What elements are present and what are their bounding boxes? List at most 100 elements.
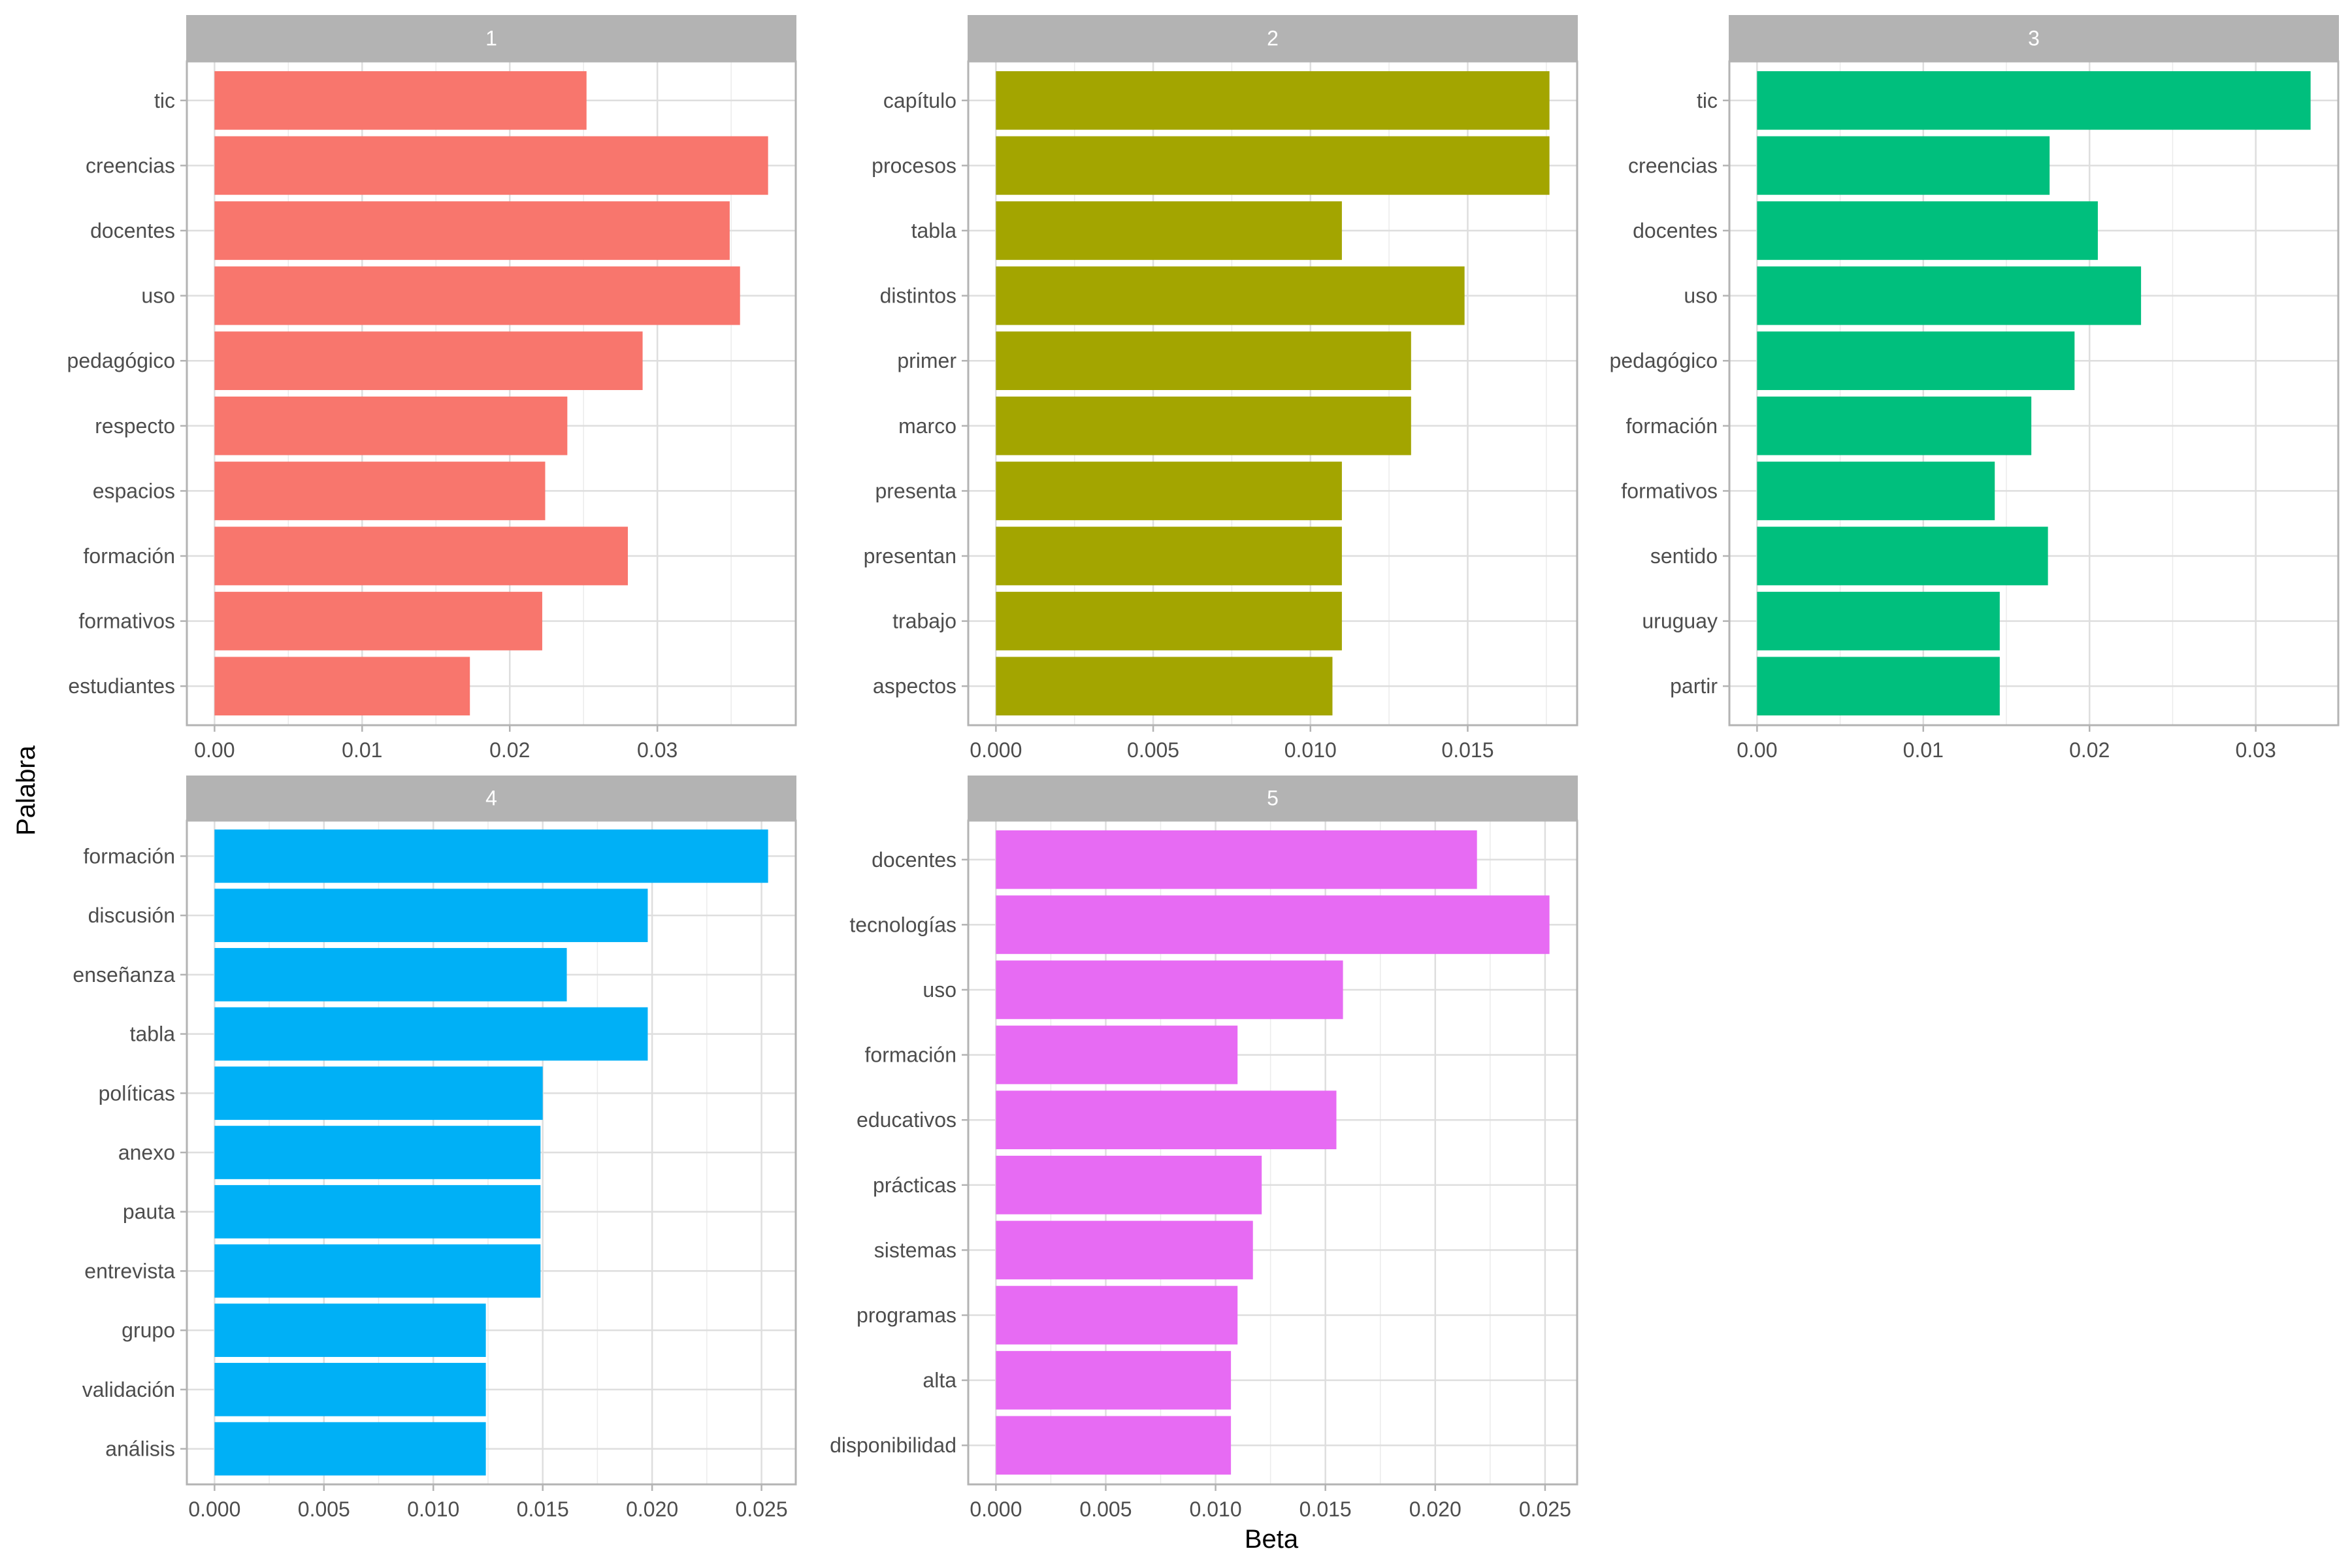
x-tick-label: 0.015 [1441, 738, 1494, 762]
y-tick-label: presenta [875, 479, 956, 502]
facet-strip-label: 5 [1267, 787, 1279, 810]
bar-1-tic [214, 71, 587, 130]
y-tick-label: prácticas [873, 1173, 956, 1197]
y-tick-label: creencias [86, 154, 175, 177]
y-tick-label: pedagógico [1610, 349, 1718, 372]
bar-5-docentes [996, 830, 1477, 889]
y-tick-label: sentido [1650, 544, 1718, 568]
bar-2-aspectos [996, 657, 1333, 716]
bar-5-sistemas [996, 1220, 1253, 1280]
y-tick-label: formación [84, 844, 176, 868]
y-tick-label: educativos [857, 1108, 956, 1132]
x-tick-label: 0.025 [736, 1497, 788, 1521]
y-tick-label: aspectos [873, 674, 956, 698]
y-tick-label: partir [1670, 674, 1718, 698]
y-tick-label: grupo [122, 1318, 175, 1342]
panels: 1 tic creencias docentes uso pedagógico respec… [67, 15, 2340, 1521]
y-tick-label: procesos [872, 154, 956, 177]
x-tick-label: 0.005 [1127, 738, 1179, 762]
bar-2-trabajo [996, 591, 1342, 651]
bar-4-grupo [214, 1303, 486, 1357]
bar-1-uso [214, 266, 740, 325]
facet-strip-label: 3 [2028, 27, 2040, 50]
bar-3-formación [1757, 396, 2032, 455]
y-tick-label: respecto [95, 414, 175, 438]
y-tick-label: capítulo [883, 89, 956, 112]
facet-strip [186, 15, 796, 61]
bar-1-pedagógico [214, 331, 643, 391]
x-tick-label: 0.005 [298, 1497, 350, 1521]
facet-strip [968, 15, 1578, 61]
bar-3-uruguay [1757, 591, 2000, 651]
y-tick-label: uso [923, 978, 956, 1002]
x-tick-label: 0.03 [637, 738, 678, 762]
bar-2-presentan [996, 527, 1342, 585]
bar-1-creencias [214, 136, 768, 195]
y-tick-label: docentes [90, 219, 175, 242]
x-tick-label: 0.02 [2069, 738, 2110, 762]
y-tick-label: distintos [880, 284, 956, 308]
y-tick-label: entrevista [84, 1259, 175, 1282]
x-tick-label: 0.025 [1519, 1497, 1571, 1521]
bar-3-sentido [1757, 527, 2048, 585]
facet-strip [186, 776, 796, 821]
y-tick-label: enseñanza [73, 963, 175, 987]
y-tick-label: estudiantes [68, 674, 175, 698]
y-tick-label: tecnologías [849, 913, 956, 936]
y-tick-label: disponibilidad [830, 1433, 956, 1457]
x-tick-label: 0.020 [1409, 1497, 1462, 1521]
bar-3-pedagógico [1757, 331, 2075, 391]
bar-4-políticas [214, 1066, 543, 1120]
x-tick-label: 0.00 [1737, 738, 1777, 762]
bar-1-formación [214, 527, 628, 585]
bar-2-procesos [996, 136, 1550, 195]
bar-2-marco [996, 396, 1411, 455]
bar-5-formación [996, 1025, 1238, 1085]
x-tick-label: 0.005 [1079, 1497, 1132, 1521]
bar-2-presenta [996, 461, 1342, 521]
y-tick-label: formativos [78, 610, 175, 633]
bar-1-respecto [214, 396, 568, 455]
y-tick-label: sistemas [874, 1238, 956, 1262]
y-tick-label: tic [154, 89, 175, 112]
y-tick-label: marco [898, 414, 956, 438]
y-tick-label: formación [84, 544, 176, 568]
panel-1: 1 tic creencias docentes uso pedagógico respec… [67, 15, 797, 762]
bar-4-discusión [214, 889, 648, 942]
bar-4-validación [214, 1363, 486, 1416]
facet-strip [968, 776, 1578, 821]
y-tick-label: uruguay [1642, 610, 1718, 633]
y-tick-label: tabla [911, 219, 957, 242]
bar-3-tic [1757, 71, 2311, 130]
bar-3-uso [1757, 266, 2142, 325]
y-tick-label: trabajo [892, 610, 956, 633]
y-tick-label: creencias [1628, 154, 1718, 177]
y-tick-label: pedagógico [67, 349, 175, 372]
x-tick-label: 0.01 [1903, 738, 1944, 762]
y-axis-title: Palabra [12, 745, 41, 836]
x-tick-label: 0.01 [342, 738, 382, 762]
y-tick-label: anexo [118, 1141, 175, 1164]
x-tick-label: 0.010 [1190, 1497, 1242, 1521]
bar-5-alta [996, 1350, 1232, 1410]
y-tick-label: pauta [123, 1200, 175, 1224]
y-tick-label: uso [1684, 284, 1718, 308]
y-tick-label: validación [82, 1378, 175, 1401]
y-tick-label: tabla [130, 1022, 176, 1046]
bar-2-tabla [996, 201, 1342, 260]
x-tick-label: 0.000 [970, 738, 1022, 762]
bar-5-uso [996, 960, 1343, 1019]
facet-strip-label: 4 [485, 787, 497, 810]
bar-1-formativos [214, 591, 542, 651]
y-tick-label: políticas [99, 1081, 175, 1105]
x-tick-label: 0.010 [1284, 738, 1337, 762]
bar-4-entrevista [214, 1244, 541, 1298]
bar-1-estudiantes [214, 657, 470, 716]
facet-strip [1729, 15, 2339, 61]
y-tick-label: formación [865, 1043, 957, 1067]
y-tick-label: tic [1697, 89, 1718, 112]
bar-5-disponibilidad [996, 1416, 1232, 1475]
bar-4-formación [214, 829, 768, 883]
bar-2-capítulo [996, 71, 1550, 130]
